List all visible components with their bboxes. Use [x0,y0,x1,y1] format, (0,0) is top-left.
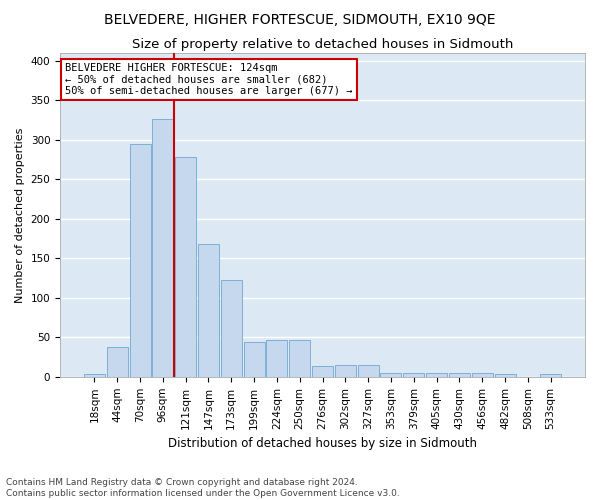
Bar [198,244,219,377]
Bar [266,340,287,377]
Bar [221,280,242,377]
Bar [289,340,310,377]
Bar [380,373,401,377]
Bar [403,373,424,377]
Bar [335,365,356,377]
Bar [152,118,173,377]
Bar [472,373,493,377]
Bar [107,347,128,377]
Bar [494,374,515,377]
Text: Contains HM Land Registry data © Crown copyright and database right 2024.
Contai: Contains HM Land Registry data © Crown c… [6,478,400,498]
Bar [312,366,333,377]
Bar [358,365,379,377]
Bar [540,374,561,377]
X-axis label: Distribution of detached houses by size in Sidmouth: Distribution of detached houses by size … [168,437,477,450]
Bar [84,374,105,377]
Bar [130,144,151,377]
Text: BELVEDERE HIGHER FORTESCUE: 124sqm
← 50% of detached houses are smaller (682)
50: BELVEDERE HIGHER FORTESCUE: 124sqm ← 50%… [65,63,353,96]
Bar [175,158,196,377]
Bar [426,373,447,377]
Bar [449,373,470,377]
Bar [244,342,265,377]
Text: BELVEDERE, HIGHER FORTESCUE, SIDMOUTH, EX10 9QE: BELVEDERE, HIGHER FORTESCUE, SIDMOUTH, E… [104,12,496,26]
Y-axis label: Number of detached properties: Number of detached properties [15,127,25,302]
Title: Size of property relative to detached houses in Sidmouth: Size of property relative to detached ho… [132,38,513,51]
